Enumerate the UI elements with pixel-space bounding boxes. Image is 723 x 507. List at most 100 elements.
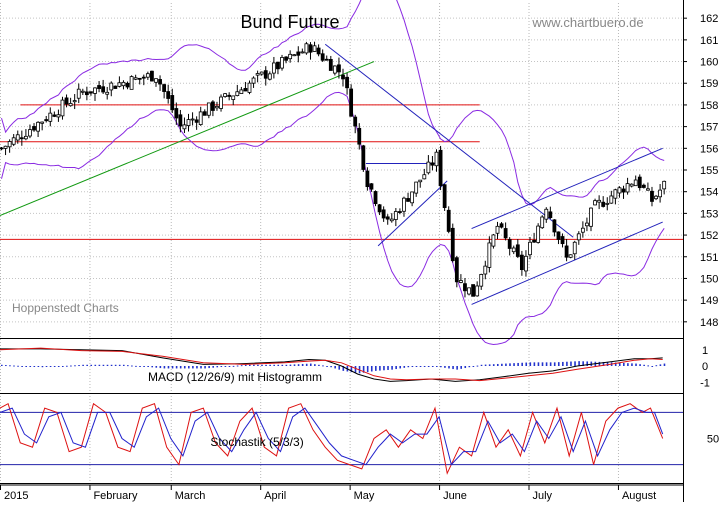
macd-histogram-bar-14 xyxy=(57,366,60,367)
macd-histogram-bar-159 xyxy=(647,365,650,367)
macd-histogram-bar-19 xyxy=(78,365,80,367)
macd-histogram-bar-54 xyxy=(220,366,223,367)
macd-histogram-bar-100 xyxy=(407,366,410,368)
macd-histogram-bar-78 xyxy=(318,364,320,366)
macd-histogram-bar-67 xyxy=(273,364,275,366)
macd-histogram-bar-52 xyxy=(212,366,215,368)
x-tick-label-0: 2015 xyxy=(4,490,28,502)
macd-histogram-bar-37 xyxy=(151,366,154,368)
macd-histogram-bar-138 xyxy=(562,361,564,366)
macd-histogram-bar-38 xyxy=(155,366,158,368)
macd-histogram-bar-25 xyxy=(102,364,105,366)
macd-histogram-bar-144 xyxy=(586,361,589,366)
candle-body-146 xyxy=(593,200,597,206)
candle-body-74 xyxy=(300,51,305,54)
macd-histogram-bar-91 xyxy=(370,366,373,372)
candle-body-97 xyxy=(393,211,398,220)
candle-body-69 xyxy=(280,57,284,69)
macd-histogram-bar-56 xyxy=(228,366,231,367)
macd-histogram-bar-76 xyxy=(309,363,312,366)
macd-histogram-bar-46 xyxy=(188,366,190,369)
candle-body-70 xyxy=(284,56,288,61)
macd-histogram-bar-84 xyxy=(342,366,345,371)
candle-body-0 xyxy=(0,147,4,150)
y-tick-label-13: 161 xyxy=(700,35,718,47)
trend-line-5 xyxy=(471,221,663,305)
macd-histogram-bar-149 xyxy=(606,362,609,366)
candle-body-12 xyxy=(48,112,53,122)
macd-histogram-bar-29 xyxy=(118,364,121,366)
macd-histogram-bar-113 xyxy=(460,366,462,369)
candle-body-103 xyxy=(418,179,423,183)
macd-histogram-bar-20 xyxy=(82,364,84,366)
candle-body-65 xyxy=(263,70,268,79)
macd-histogram-bar-57 xyxy=(232,365,235,367)
candle-body-21 xyxy=(84,91,89,96)
candle-body-98 xyxy=(398,211,402,213)
macd-histogram-bar-119 xyxy=(484,364,487,366)
macd-histogram-bar-45 xyxy=(183,366,186,369)
macd-histogram-bar-97 xyxy=(395,366,397,370)
candle-body-30 xyxy=(121,81,126,87)
candle-body-23 xyxy=(93,87,97,94)
candle-body-134 xyxy=(544,208,549,220)
macd-label: MACD (12/26/9) mit Histogramm xyxy=(148,370,322,384)
macd-histogram-bar-82 xyxy=(334,366,336,369)
candle-body-91 xyxy=(369,183,374,190)
candle-body-108 xyxy=(438,149,443,186)
x-tick-label-6: July xyxy=(533,490,553,502)
macd-y-tick-label-1: 0 xyxy=(702,361,708,373)
candle-body-113 xyxy=(458,280,463,283)
macd-histogram-bar-3 xyxy=(13,365,15,367)
macd-histogram-bar-151 xyxy=(614,362,617,366)
watermark-text: www.chartbuero.de xyxy=(531,15,643,30)
macd-histogram-bar-124 xyxy=(505,363,507,366)
macd-histogram-bar-73 xyxy=(297,364,300,366)
candle-body-96 xyxy=(389,218,394,222)
macd-histogram-bar-75 xyxy=(305,363,308,366)
candle-body-6 xyxy=(23,135,28,140)
macd-histogram-bar-143 xyxy=(582,361,584,366)
candle-body-71 xyxy=(288,53,293,60)
candle-body-114 xyxy=(463,283,467,292)
macd-histogram-bar-135 xyxy=(549,362,552,366)
candle-body-144 xyxy=(585,222,589,227)
candle-body-2 xyxy=(7,141,12,148)
macd-histogram-bar-105 xyxy=(427,366,430,367)
y-tick-label-2: 150 xyxy=(700,273,718,285)
candle-body-79 xyxy=(320,53,325,61)
candle-body-158 xyxy=(641,184,646,188)
y-tick-label-4: 152 xyxy=(700,230,718,242)
macd-histogram-bar-104 xyxy=(423,366,426,367)
candle-body-33 xyxy=(133,77,138,80)
x-tick-label-5: June xyxy=(443,490,467,502)
candle-body-141 xyxy=(572,241,577,255)
lower-band-line xyxy=(1,91,665,346)
candle-body-64 xyxy=(259,71,264,75)
y-tick-label-6: 154 xyxy=(700,187,718,199)
candle-body-112 xyxy=(454,257,459,283)
candle-body-118 xyxy=(479,274,484,287)
macd-histogram-bar-64 xyxy=(261,364,263,366)
candle-body-84 xyxy=(341,74,345,80)
candle-body-117 xyxy=(475,285,480,297)
candle-body-16 xyxy=(64,97,69,105)
candle-body-139 xyxy=(564,245,569,258)
candle-body-67 xyxy=(271,62,276,74)
candle-body-159 xyxy=(646,188,650,191)
candle-body-8 xyxy=(32,126,36,131)
macd-histogram-bar-53 xyxy=(216,366,219,368)
candle-body-27 xyxy=(109,82,114,91)
candle-body-110 xyxy=(446,209,451,232)
macd-histogram-bar-115 xyxy=(468,366,471,368)
macd-histogram-bar-40 xyxy=(163,366,166,369)
macd-histogram-bar-130 xyxy=(529,362,532,366)
macd-histogram-bar-30 xyxy=(122,364,125,366)
macd-histogram-bar-48 xyxy=(196,366,198,369)
macd-histogram-bar-16 xyxy=(66,365,68,367)
x-tick-label-3: April xyxy=(264,490,286,502)
macd-histogram-bar-55 xyxy=(224,366,227,367)
macd-histogram-bar-132 xyxy=(537,362,540,366)
candle-body-135 xyxy=(548,211,553,219)
macd-y-tick-label-0: 1 xyxy=(702,345,708,357)
